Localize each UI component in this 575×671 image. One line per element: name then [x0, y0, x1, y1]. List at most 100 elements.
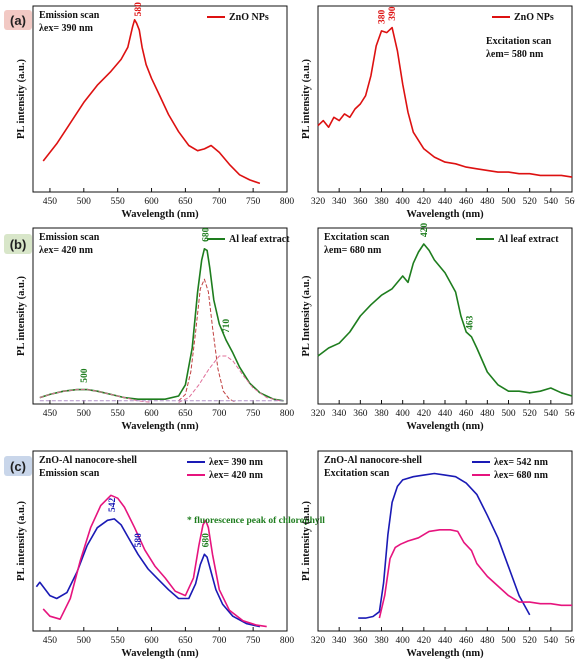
- note-text: λem= 680 nm: [324, 245, 382, 256]
- legend-label: λex= 680 nm: [494, 470, 549, 481]
- x-tick-label: 600: [144, 409, 159, 419]
- x-tick-label: 400: [396, 197, 411, 207]
- x-tick-label: 450: [43, 409, 58, 419]
- legend-label: ZnO NPs: [514, 12, 554, 23]
- note-text: ZnO-Al nanocore-shell: [39, 455, 137, 466]
- legend-label: λex= 420 nm: [209, 470, 264, 481]
- x-axis-label: Wavelength (nm): [121, 648, 199, 659]
- note-text: λem= 580 nm: [486, 49, 544, 60]
- x-tick-label: 320: [311, 636, 326, 646]
- chart-c-left: 450 500 550 600 650 700 750 800 Wavelength (nm) P…: [16, 450, 325, 659]
- series-line-0: [317, 26, 573, 178]
- x-tick-label: 800: [280, 197, 295, 207]
- y-axis-label: PL intensity (a.u.): [16, 276, 27, 356]
- x-tick-label: 600: [144, 636, 159, 646]
- legend-label: λex= 542 nm: [494, 457, 549, 468]
- x-tick-label: 550: [111, 197, 126, 207]
- annotation-text: * fluorescence peak of chlorophyll: [187, 516, 325, 526]
- x-tick-label: 800: [280, 409, 295, 419]
- panel-label-a: (a): [4, 10, 32, 30]
- legend-label: Al leaf extract: [229, 234, 290, 245]
- plot-frame: [317, 5, 573, 193]
- x-tick-label: 450: [43, 197, 58, 207]
- x-tick-label: 520: [523, 409, 538, 419]
- note-text: Emission scan: [39, 10, 100, 21]
- panel-label-c: (c): [4, 456, 32, 476]
- x-tick-label: 500: [77, 197, 92, 207]
- chart-b-right: 320 340 360 380 400 420 440 460 480 500 520 540 560 W…: [301, 223, 575, 432]
- x-axis-label: Wavelength (nm): [406, 648, 484, 659]
- y-axis-label: PL intensity (a.u.): [301, 59, 312, 139]
- x-tick-label: 420: [417, 197, 432, 207]
- x-tick-label: 480: [480, 636, 495, 646]
- series-line-0: [317, 243, 573, 397]
- note-text: Excitation scan: [324, 232, 390, 243]
- x-tick-label: 560: [565, 636, 575, 646]
- x-tick-label: 540: [544, 409, 559, 419]
- x-tick-label: 420: [417, 636, 432, 646]
- plot-frame: [32, 450, 288, 632]
- x-tick-label: 500: [77, 636, 92, 646]
- x-tick-label: 550: [111, 409, 126, 419]
- x-tick-label: 450: [43, 636, 58, 646]
- x-tick-label: 600: [144, 197, 159, 207]
- x-tick-label: 540: [544, 197, 559, 207]
- legend-label: λex= 390 nm: [209, 457, 264, 468]
- y-axis-label: PL intensity (a.u.): [16, 501, 27, 581]
- x-tick-label: 320: [311, 409, 326, 419]
- note-text: Emission scan: [39, 468, 100, 479]
- peak-label-580: 580: [134, 533, 144, 548]
- x-tick-label: 800: [280, 636, 295, 646]
- chart-a-right: 320 340 360 380 400 420 440 460 480 500 520 540 560 W…: [301, 5, 575, 220]
- y-axis-label: PL Intensity (a.u.): [301, 275, 312, 357]
- legend-label: ZnO NPs: [229, 12, 269, 23]
- x-tick-label: 500: [77, 409, 92, 419]
- fit-line-2: [178, 355, 281, 403]
- x-tick-label: 440: [438, 197, 453, 207]
- x-tick-label: 700: [212, 409, 227, 419]
- note-text: Excitation scan: [486, 36, 552, 47]
- x-tick-label: 360: [353, 409, 368, 419]
- x-tick-label: 550: [111, 636, 126, 646]
- peak-label-710: 710: [222, 319, 232, 334]
- x-axis-label: Wavelength (nm): [121, 209, 199, 220]
- plot-frame: [32, 227, 288, 405]
- x-tick-label: 460: [459, 409, 474, 419]
- x-tick-label: 360: [353, 636, 368, 646]
- panel-label-b: (b): [4, 234, 32, 254]
- x-tick-label: 400: [396, 409, 411, 419]
- x-tick-label: 460: [459, 197, 474, 207]
- x-tick-label: 560: [565, 409, 575, 419]
- x-tick-label: 400: [396, 636, 411, 646]
- x-tick-label: 420: [417, 409, 432, 419]
- peak-label-680: 680: [202, 227, 212, 242]
- fit-line-1: [178, 278, 237, 403]
- peak-label-380: 380: [378, 10, 388, 25]
- x-tick-label: 380: [374, 197, 389, 207]
- x-axis-label: Wavelength (nm): [406, 209, 484, 220]
- chart-b-left: 450 500 550 600 650 700 750 800 Wavelength (nm) P…: [16, 227, 294, 432]
- note-text: λex= 390 nm: [39, 23, 94, 34]
- x-tick-label: 360: [353, 197, 368, 207]
- x-tick-label: 650: [178, 197, 193, 207]
- x-tick-label: 650: [178, 409, 193, 419]
- x-tick-label: 460: [459, 636, 474, 646]
- x-tick-label: 320: [311, 197, 326, 207]
- x-tick-label: 500: [501, 636, 516, 646]
- x-tick-label: 540: [544, 636, 559, 646]
- legend-label: Al leaf extract: [498, 234, 559, 245]
- x-tick-label: 750: [246, 409, 261, 419]
- x-tick-label: 340: [332, 636, 347, 646]
- x-tick-label: 480: [480, 409, 495, 419]
- note-text: ZnO-Al nanocore-shell: [324, 455, 422, 466]
- x-tick-label: 500: [501, 409, 516, 419]
- x-tick-label: 750: [246, 197, 261, 207]
- x-tick-label: 700: [212, 636, 227, 646]
- x-axis-label: Wavelength (nm): [121, 421, 199, 432]
- x-tick-label: 440: [438, 636, 453, 646]
- series-line-0: [39, 248, 284, 402]
- peak-label-500: 500: [80, 368, 90, 383]
- note-text: Emission scan: [39, 232, 100, 243]
- peak-label-420: 420: [420, 223, 430, 238]
